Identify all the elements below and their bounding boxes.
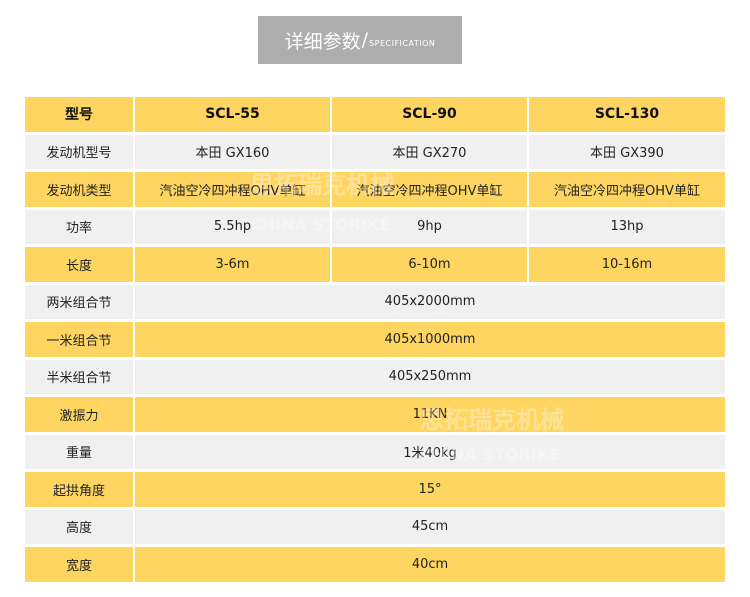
row-value: 1米40kg [135,434,725,469]
row-value: 45cm [135,509,725,544]
row-value: 本田 GX390 [529,134,725,169]
row-value: 405x1000mm [135,322,725,357]
row-label: 半米组合节 [25,359,133,394]
row-value: 9hp [332,209,527,244]
row-value: 10-16m [529,247,725,282]
row-label: 一米组合节 [25,322,133,357]
row-label: 功率 [25,209,133,244]
title-en: SPECIFICATION [369,38,436,48]
row-label: 长度 [25,247,133,282]
row-value: 5.5hp [135,209,330,244]
row-value: 405x250mm [135,359,725,394]
row-value: 本田 GX160 [135,134,330,169]
row-value: 本田 GX270 [332,134,527,169]
row-value: 405x2000mm [135,284,725,319]
row-value: 6-10m [332,247,527,282]
row-value: 13hp [529,209,725,244]
row-label: 宽度 [25,547,133,582]
row-value: 11KN [135,397,725,432]
row-label: 起拱角度 [25,472,133,507]
header-label: 型号 [25,97,133,132]
row-value: 3-6m [135,247,330,282]
row-label: 发动机型号 [25,134,133,169]
spec-table: 型号 SCL-55 SCL-90 SCL-130 发动机型号 本田 GX160 本田… [25,97,725,582]
row-label: 两米组合节 [25,284,133,319]
row-value: 汽油空冷四冲程OHV单缸 [135,172,330,207]
row-label: 激振力 [25,397,133,432]
row-value: 汽油空冷四冲程OHV单缸 [529,172,725,207]
header-model: SCL-90 [332,97,527,132]
title-separator: / [361,29,369,51]
section-title: 详细参数 / SPECIFICATION [258,16,462,64]
row-label: 重量 [25,434,133,469]
row-value: 汽油空冷四冲程OHV单缸 [332,172,527,207]
title-zh: 详细参数 [284,30,361,53]
row-label: 高度 [25,509,133,544]
header-model: SCL-55 [135,97,330,132]
row-value: 40cm [135,547,725,582]
row-value: 15° [135,472,725,507]
header-model: SCL-130 [529,97,725,132]
row-label: 发动机类型 [25,172,133,207]
